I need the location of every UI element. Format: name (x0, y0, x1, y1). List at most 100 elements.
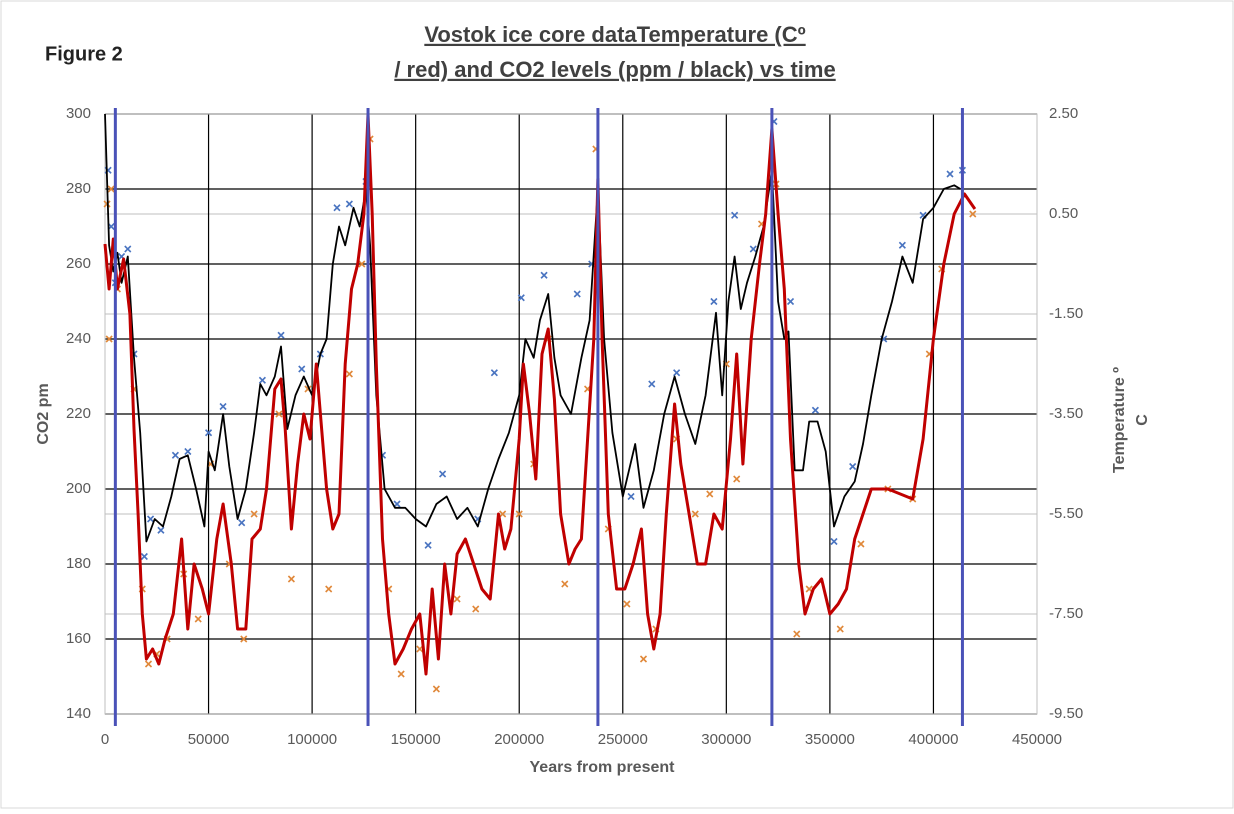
scatter-stroke (250, 510, 258, 518)
scatter-point (345, 370, 353, 378)
y2-tick-label: -7.50 (1049, 605, 1083, 622)
scatter-point (849, 462, 857, 471)
scatter-stroke (275, 410, 283, 418)
scatter-point (648, 380, 656, 388)
y-tick-label: 140 (66, 705, 91, 722)
scatter-stroke (793, 630, 801, 638)
scatter-point (219, 402, 227, 411)
y2-tick-label: -1.50 (1049, 305, 1083, 322)
scatter-stroke (345, 370, 353, 378)
y2-tick-label: -5.50 (1049, 505, 1083, 522)
scatter-stroke (258, 376, 266, 384)
scatter-point (146, 515, 155, 523)
scatter-point (857, 540, 865, 548)
scatter-point (258, 376, 266, 384)
scatter-point (733, 475, 741, 483)
y2-axis-label: Temperature º (1111, 367, 1128, 473)
scatter-point (627, 492, 635, 501)
scatter-stroke (171, 451, 179, 459)
scatter-point (731, 211, 739, 219)
scatter-stroke (358, 260, 366, 268)
scatter-point (238, 519, 246, 527)
scatter-point (706, 490, 714, 498)
scatter-stroke (830, 537, 838, 546)
scatter-stroke (648, 380, 656, 388)
scatter-stroke (424, 541, 432, 549)
scatter-stroke (453, 595, 461, 603)
scatter-point (275, 410, 283, 418)
y-tick-label: 200 (66, 480, 91, 497)
scatter-stroke (499, 510, 507, 518)
scatter-stroke (919, 211, 927, 219)
scatter-point (345, 200, 353, 208)
scatter-point (424, 541, 432, 549)
scatter-point (623, 600, 631, 608)
y-tick-label: 160 (66, 630, 91, 647)
scatter-point (830, 537, 838, 546)
line-series (104, 113, 961, 543)
y-tick-label: 220 (66, 405, 91, 422)
scatter-point (107, 185, 115, 193)
scatter-stroke (432, 685, 440, 693)
scatter-stroke (969, 210, 977, 218)
scatter-stroke (277, 331, 285, 339)
scatter-stroke (706, 490, 714, 498)
scatter-stroke (219, 402, 227, 411)
y2-tick-label: -3.50 (1049, 405, 1083, 422)
scatter-stroke (140, 552, 148, 561)
scatter-stroke (287, 575, 295, 583)
scatter-stroke (472, 605, 480, 613)
scatter-point (490, 369, 498, 377)
scatter-point (250, 510, 258, 518)
scatter-stroke (786, 297, 795, 306)
scatter-stroke (946, 170, 954, 178)
scatter-point (184, 447, 192, 456)
scatter-stroke (733, 475, 741, 483)
scatter-point (573, 290, 581, 298)
figure-label: Figure 2 (45, 43, 123, 65)
scatter-stroke (517, 294, 525, 302)
scatter-stroke (146, 515, 155, 523)
x-tick-label: 400000 (908, 731, 958, 748)
scatter-point (325, 585, 333, 593)
x-tick-label: 50000 (188, 731, 230, 748)
scatter-stroke (490, 369, 498, 377)
x-axis-label: Years from present (530, 759, 676, 776)
scatter-stroke (639, 655, 648, 663)
scatter-stroke (898, 241, 906, 249)
scatter-stroke (184, 447, 192, 456)
scatter-point (140, 552, 148, 561)
scatter-stroke (439, 470, 447, 478)
scatter-stroke (105, 335, 113, 343)
scatter-point (540, 271, 548, 279)
scatter-stroke (397, 670, 405, 678)
scatter-point (124, 245, 132, 253)
scatter-point (786, 297, 795, 306)
scatter-point (194, 615, 202, 623)
scatter-point (515, 510, 523, 518)
x-tick-label: 350000 (805, 731, 855, 748)
scatter-stroke (731, 211, 739, 219)
y2-tick-label: 2.50 (1049, 105, 1078, 122)
scatter-stroke (118, 252, 126, 261)
scatter-stroke (298, 365, 306, 373)
scatter-stroke (673, 369, 681, 377)
x-tick-label: 150000 (391, 731, 441, 748)
scatter-point (691, 510, 699, 518)
y-tick-label: 180 (66, 555, 91, 572)
scatter-point (517, 294, 525, 302)
chart-title: / red) and CO2 levels (ppm / black) vs t… (394, 57, 835, 82)
scatter-point (499, 510, 507, 518)
scatter-stroke (710, 297, 718, 306)
scatter-point (836, 625, 844, 633)
scatter-point (946, 170, 954, 178)
scatter-point (749, 245, 757, 253)
x-tick-label: 250000 (598, 731, 648, 748)
scatter-point (453, 595, 461, 603)
chart-title: Vostok ice core dataTemperature (Cº (424, 22, 805, 47)
scatter-point (397, 670, 405, 678)
scatter-stroke (157, 526, 165, 534)
scatter-stroke (333, 204, 341, 212)
x-tick-label: 100000 (287, 731, 337, 748)
scatter-stroke (345, 200, 353, 208)
